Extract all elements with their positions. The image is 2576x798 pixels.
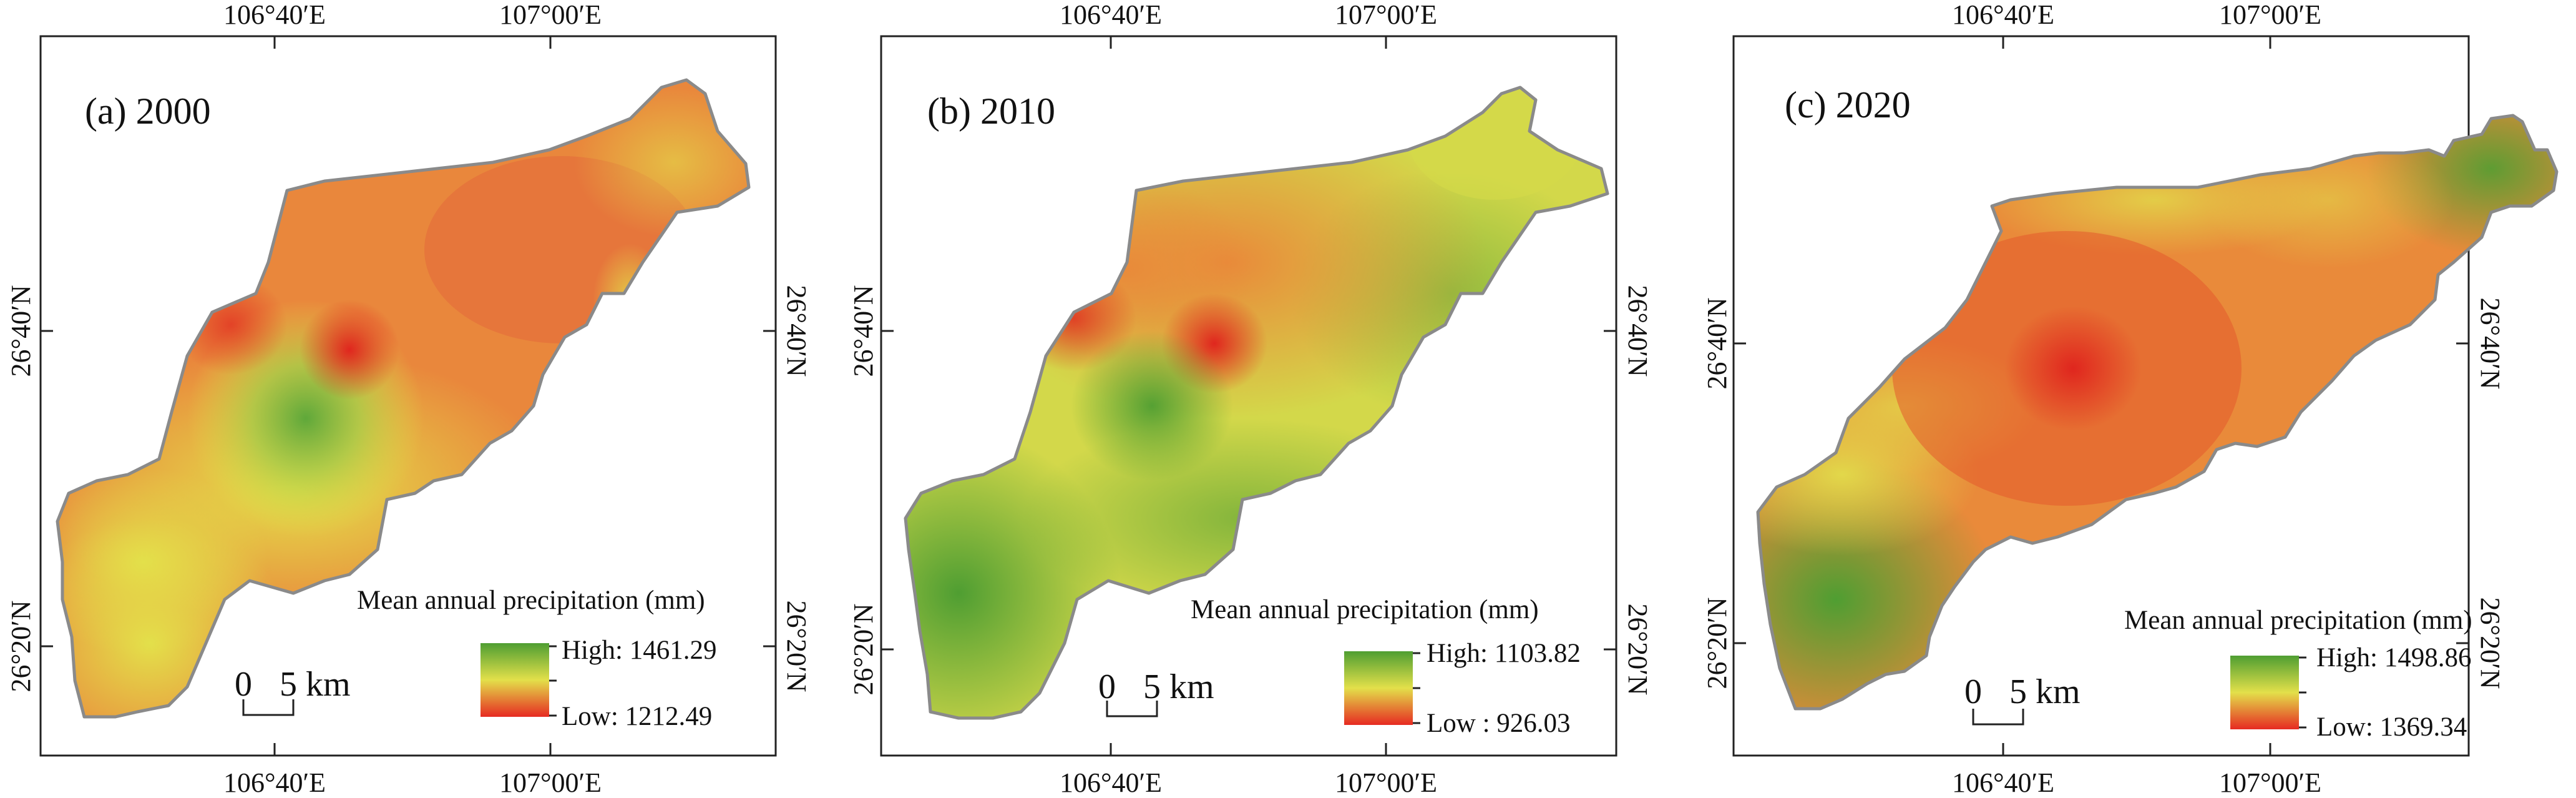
lat-label-left-lower: 26°20′N (848, 603, 879, 696)
scale-zero: 0 (235, 665, 252, 704)
graticule-ticks (41, 36, 776, 756)
legend-ticks (1413, 652, 1420, 724)
scale-label: 5 km (1143, 667, 1214, 706)
legend-color-ramp (1344, 651, 1413, 725)
lon-label-bottom-right: 107°00′E (2218, 767, 2322, 798)
graticule-ticks (1734, 36, 2469, 756)
map-graphic (880, 35, 1617, 757)
scale-bar (1106, 701, 1158, 717)
legend-ticks (2299, 656, 2306, 729)
scale-label: 5 km (280, 665, 351, 704)
legend-title: Mean annual precipitation (mm) (357, 586, 705, 615)
study-area-outline (56, 78, 751, 719)
panel-title: (c) 2020 (1785, 84, 1911, 126)
map-panel-2020: 106°40′E 107°00′E 106°40′E 107°00′E 26°4… (1702, 0, 2576, 798)
legend-color-ramp (481, 643, 549, 717)
map-frame (880, 35, 1617, 757)
legend-color-ramp (2230, 656, 2299, 729)
lon-label-bottom-left: 106°40′E (1059, 767, 1163, 798)
lon-label-top-right: 107°00′E (2218, 0, 2322, 30)
legend-low: Low: 1369.34 (2316, 712, 2467, 742)
map-frame (1732, 35, 2470, 757)
lon-label-top-right: 107°00′E (1334, 0, 1438, 30)
lat-label-right-lower: 26°20′N (1622, 603, 1653, 696)
lon-label-top-left: 106°40′E (223, 0, 326, 30)
lat-label-left-upper: 26°40′N (6, 285, 36, 377)
legend-high: High: 1103.82 (1427, 639, 1581, 668)
map-panel-2010: 106°40′E 107°00′E 106°40′E 107°00′E 26°4… (848, 0, 1717, 798)
graticule-ticks (881, 36, 1616, 756)
lon-label-bottom-right: 107°00′E (499, 767, 602, 798)
legend-title: Mean annual precipitation (mm) (1191, 595, 1539, 624)
lon-label-bottom-left: 106°40′E (1951, 767, 2055, 798)
lat-label-right-upper: 26°40′N (1622, 285, 1653, 377)
map-frame (39, 35, 777, 757)
legend-high: High: 1498.86 (2316, 643, 2472, 672)
legend-low: Low: 1212.49 (562, 702, 713, 731)
panel-title: (b) 2010 (927, 91, 1055, 132)
lat-label-left-lower: 26°20′N (6, 600, 36, 692)
map-panel-2000: 106°40′E 107°00′E 106°40′E 107°00′E 26°4… (0, 0, 859, 798)
legend-low: Low : 926.03 (1427, 709, 1571, 738)
map-graphic (1732, 35, 2559, 757)
lon-label-top-left: 106°40′E (1059, 0, 1163, 30)
scale-bar (242, 699, 295, 716)
legend-high: High: 1461.29 (562, 636, 717, 665)
lon-label-top-left: 106°40′E (1951, 0, 2055, 30)
lat-label-left-upper: 26°40′N (1702, 297, 1732, 390)
lat-label-left-lower: 26°20′N (1702, 597, 1732, 689)
lat-label-right-lower: 26°20′N (781, 600, 812, 692)
lon-label-bottom-right: 107°00′E (1334, 767, 1438, 798)
lon-label-top-right: 107°00′E (499, 0, 602, 30)
lon-label-bottom-left: 106°40′E (223, 767, 326, 798)
legend-ticks (549, 645, 557, 717)
study-area-outline (1756, 114, 2559, 711)
scale-zero: 0 (1964, 672, 1982, 711)
lat-label-left-upper: 26°40′N (848, 285, 879, 377)
lat-label-right-upper: 26°40′N (2475, 297, 2505, 390)
scale-label: 5 km (2009, 672, 2081, 711)
lat-label-right-lower: 26°20′N (2475, 597, 2505, 689)
lat-label-right-upper: 26°40′N (781, 285, 812, 377)
scale-bar (1972, 709, 2024, 726)
scale-zero: 0 (1098, 667, 1116, 706)
study-area-outline (904, 86, 1609, 720)
panel-title: (a) 2000 (85, 91, 211, 132)
legend-title: Mean annual precipitation (mm) (2124, 606, 2472, 635)
map-graphic (39, 35, 777, 757)
